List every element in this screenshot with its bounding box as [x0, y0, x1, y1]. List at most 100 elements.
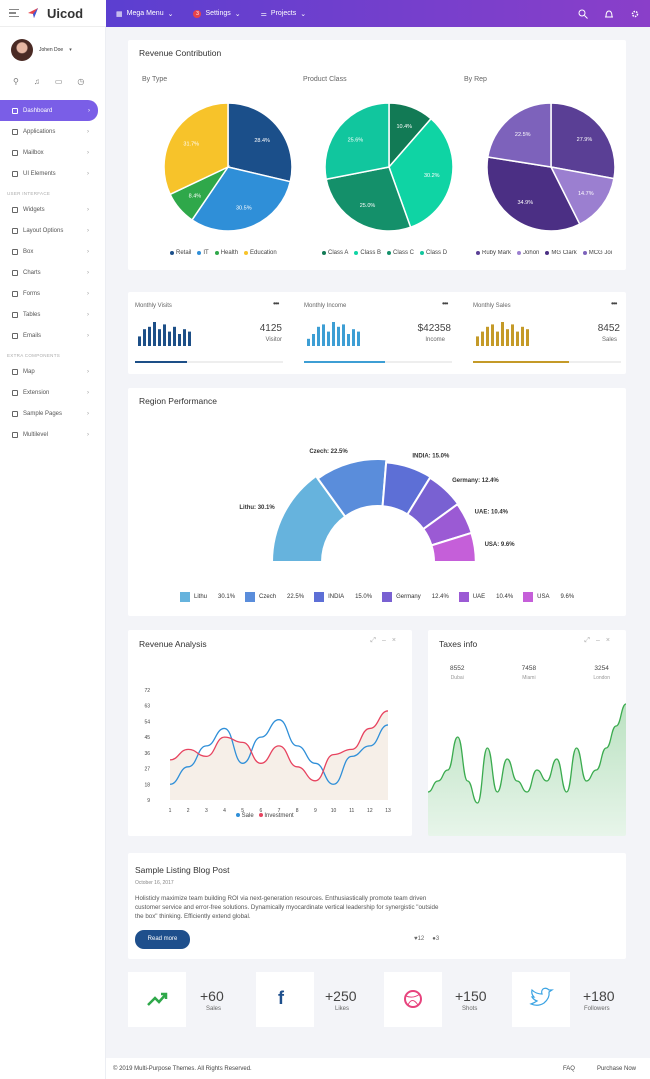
- chat-icon[interactable]: ▭: [54, 77, 63, 86]
- legend-value: 30.1%: [218, 594, 236, 600]
- pie-charts: 28.4% 30.5% 8.4% 31.7% 10.4% 30.2% 25.0% 25.6% 2…: [163, 102, 616, 232]
- tax-city: Dubai: [450, 675, 464, 681]
- bell-icon[interactable]: ♫: [33, 77, 40, 86]
- legend-by-type: Retail IT Health Education: [170, 250, 277, 256]
- facebook-icon[interactable]: f: [278, 988, 284, 1008]
- legend-swatch: [387, 251, 392, 255]
- sidebar-item-label: Widgets: [23, 206, 45, 213]
- y-tick-label: 36: [144, 751, 150, 757]
- expand-icon[interactable]: ⤢: [370, 637, 382, 644]
- sidebar-item-extension[interactable]: Extension ›: [0, 382, 105, 403]
- sidebar-item-forms[interactable]: Forms ›: [0, 283, 105, 304]
- more-icon[interactable]: •••: [273, 299, 279, 308]
- heart-icon: ♥: [414, 936, 418, 942]
- legend-product-class: Class A Class B Class C Class D: [322, 250, 447, 256]
- user-name[interactable]: Johen Doe: [39, 47, 64, 53]
- chevron-right-icon: ›: [87, 248, 89, 255]
- chevron-down-icon: ⌄: [300, 10, 307, 18]
- faq-link[interactable]: FAQ: [562, 1065, 575, 1072]
- settings-nav[interactable]: 3 Settings ⌄: [193, 9, 241, 18]
- close-icon[interactable]: ×: [391, 637, 402, 644]
- region-legend-item: UAE 10.4%: [458, 592, 513, 602]
- social-box-facebook: f: [256, 972, 314, 1027]
- legend-item: MG Clark: [545, 250, 577, 256]
- close-icon[interactable]: ×: [605, 637, 616, 644]
- sidebar-item-ui-elements[interactable]: UI Elements ›: [0, 163, 105, 184]
- blog-title[interactable]: Sample Listing Blog Post: [135, 865, 230, 875]
- legend-investment-label: Investment: [264, 813, 294, 819]
- tax-stats: 8552 Dubai 7458 Miami 3254 London: [450, 665, 610, 681]
- pie-data-label: 31.7%: [183, 142, 199, 148]
- pie-data-label: 14.7%: [578, 191, 594, 197]
- investment-line: [169, 710, 389, 782]
- sidebar-item-box[interactable]: Box ›: [0, 241, 105, 262]
- sidebar-item-dashboard[interactable]: Dashboard ›: [0, 100, 98, 121]
- sidebar-item-charts[interactable]: Charts ›: [0, 262, 105, 283]
- hamburger-icon[interactable]: [9, 8, 19, 18]
- comments-count: 3: [435, 936, 440, 942]
- mega-menu-nav[interactable]: ▦ Mega Menu ⌄: [116, 10, 173, 18]
- avatar[interactable]: [11, 39, 33, 61]
- likes[interactable]: ♥12: [414, 936, 424, 942]
- twitter-icon[interactable]: [512, 972, 570, 1027]
- expand-icon[interactable]: ⤢: [584, 637, 596, 644]
- bar: [143, 329, 146, 346]
- social-label: Shots: [462, 1006, 478, 1012]
- social-box-twitter: [512, 972, 570, 1027]
- comments[interactable]: ●3: [432, 936, 439, 942]
- ui-icon: [12, 170, 18, 177]
- gear-icon[interactable]: [630, 9, 640, 19]
- brand-name[interactable]: Uicod: [47, 5, 84, 21]
- bar: [347, 334, 350, 346]
- sale-line: [169, 719, 389, 785]
- likes-count: 12: [417, 936, 425, 942]
- more-icon[interactable]: •••: [611, 299, 617, 308]
- sidebar-item-applications[interactable]: Applications ›: [0, 121, 105, 142]
- clock-icon[interactable]: ◷: [77, 77, 85, 86]
- chevron-right-icon: ›: [87, 431, 89, 438]
- sidebar-item-multilevel[interactable]: Multilevel ›: [0, 424, 105, 445]
- sidebar-item-map[interactable]: Map ›: [0, 361, 105, 382]
- stat-title: Monthly Visits: [135, 303, 172, 309]
- search-icon[interactable]: [578, 9, 588, 19]
- sidebar-item-layout-options[interactable]: Layout Options ›: [0, 220, 105, 241]
- y-tick-label: 18: [144, 782, 150, 788]
- sidebar-item-emails[interactable]: Emails ›: [0, 325, 105, 346]
- search-icon[interactable]: ⚲: [13, 77, 19, 86]
- pie-data-label: 25.6%: [348, 137, 364, 143]
- projects-nav[interactable]: ⚌ Projects ⌄: [261, 10, 306, 18]
- blog-meta: ♥12 ●3: [414, 936, 439, 942]
- table-icon: [12, 311, 18, 318]
- more-icon[interactable]: •••: [442, 299, 448, 308]
- x-tick-label: 5: [241, 808, 244, 814]
- sidebar-item-sample-pages[interactable]: Sample Pages ›: [0, 403, 105, 424]
- chevron-right-icon: ›: [87, 368, 89, 375]
- bar: [153, 322, 156, 346]
- main-nav: ▦ Mega Menu ⌄ 3 Settings ⌄ ⚌ Projects ⌄: [106, 0, 650, 27]
- sidebar-item-label: Emails: [23, 332, 42, 339]
- minimize-icon[interactable]: –: [596, 637, 606, 644]
- bar: [476, 336, 479, 346]
- x-tick-label: 8: [296, 808, 299, 814]
- purchase-link[interactable]: Purchase Now: [596, 1065, 636, 1072]
- sidebar-item-widgets[interactable]: Widgets ›: [0, 199, 105, 220]
- dribbble-icon[interactable]: [384, 972, 442, 1027]
- bar: [168, 331, 171, 346]
- legend-item: Class D: [420, 250, 447, 256]
- bell-icon[interactable]: [604, 9, 614, 19]
- card-title: Revenue Analysis: [139, 639, 207, 649]
- bar: [138, 336, 141, 346]
- sidebar-item-label: Layout Options: [23, 227, 64, 234]
- region-data-label: Czech: 22.5%: [309, 449, 348, 455]
- sidebar-item-mailbox[interactable]: Mailbox ›: [0, 142, 105, 163]
- bar: [178, 334, 181, 346]
- read-more-button[interactable]: Read more: [135, 930, 190, 949]
- legend-swatch: [197, 251, 202, 255]
- legend-label: Johon: [523, 250, 540, 256]
- minimize-icon[interactable]: –: [382, 637, 392, 644]
- bar: [148, 326, 151, 346]
- sidebar-item-tables[interactable]: Tables ›: [0, 304, 105, 325]
- legend-swatch: [322, 251, 326, 255]
- user-profile[interactable]: Johen Doe ▾: [0, 27, 105, 61]
- taxes-info-card: Taxes info ⤢–× 8552 Dubai 7458 Miami 3254 L…: [428, 630, 626, 836]
